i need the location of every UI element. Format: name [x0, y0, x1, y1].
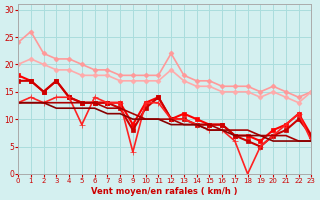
- X-axis label: Vent moyen/en rafales ( km/h ): Vent moyen/en rafales ( km/h ): [92, 187, 238, 196]
